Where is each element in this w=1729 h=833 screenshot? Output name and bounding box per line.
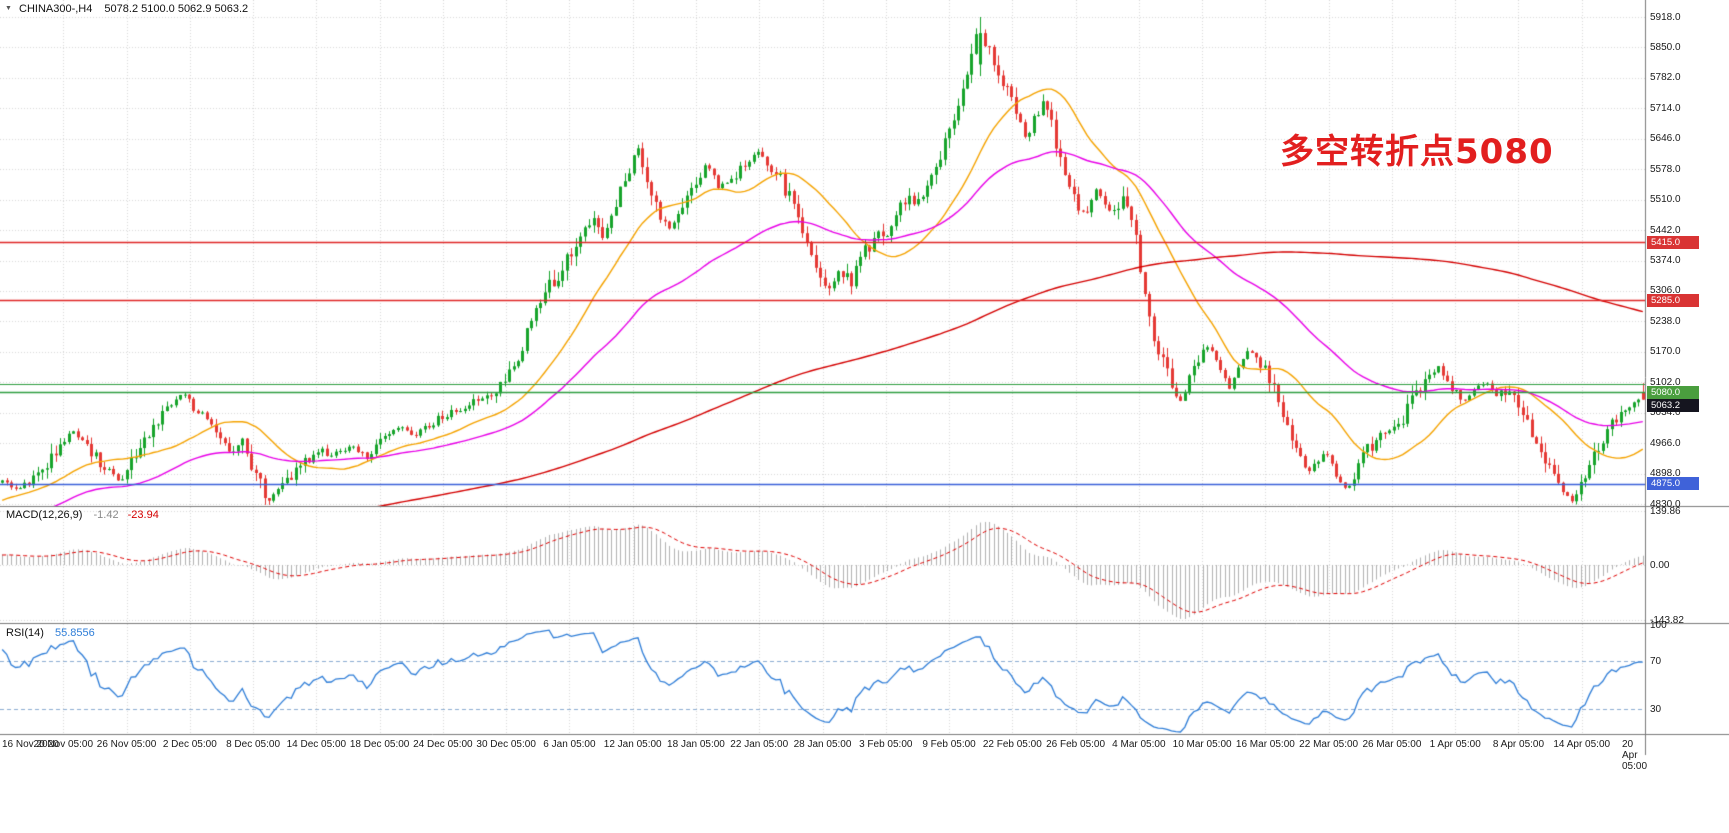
- price-tick-label: 5918.0: [1650, 11, 1681, 23]
- price-badge: 5415.0: [1647, 235, 1699, 249]
- price-tick-label: 5374.0: [1650, 255, 1681, 266]
- macd-axis-label: 139.86: [1650, 505, 1681, 517]
- time-tick-label: 22 Feb 05:00: [982, 739, 1042, 750]
- time-tick-label: 30 Dec 05:00: [476, 739, 536, 750]
- time-tick-label: 26 Feb 05:00: [1046, 739, 1106, 750]
- time-tick-label: 16 Mar 05:00: [1235, 739, 1295, 750]
- time-tick-label: 12 Jan 05:00: [603, 739, 662, 750]
- price-badge: 4875.0: [1647, 477, 1699, 491]
- symbol-info: ▼ CHINA300-,H4 5078.2 5100.0 5062.9 5063…: [5, 3, 248, 15]
- rsi-axis-label: 30: [1650, 703, 1662, 715]
- time-tick-label: 3 Feb 05:00: [859, 739, 913, 750]
- price-tick-label: 5238.0: [1650, 315, 1681, 327]
- price-tick-label: 5034.0: [1650, 407, 1681, 419]
- time-tick-label: 8 Apr 05:00: [1492, 739, 1545, 750]
- time-tick-label: 20 Apr 05:00: [1621, 739, 1648, 772]
- symbol-name: CHINA300-,H4: [19, 3, 93, 15]
- price-tick-label: 5578.0: [1650, 163, 1681, 175]
- macd-axis-label: -143.82: [1650, 614, 1684, 626]
- time-tick-label: 1 Apr 05:00: [1429, 739, 1481, 750]
- macd-main-value: -1.42: [93, 509, 119, 521]
- time-tick-label: 20 Nov 05:00: [33, 739, 94, 750]
- time-tick-label: 16 Nov 2020: [2, 739, 59, 750]
- chart-shift-marker: ▼: [5, 5, 12, 12]
- macd-indicator-label: MACD(12,26,9) -1.42 -23.94: [6, 509, 159, 521]
- price-tick-label: 4898.0: [1650, 468, 1681, 480]
- time-tick-label: 14 Dec 05:00: [286, 739, 347, 750]
- time-tick-label: 14 Apr 05:00: [1553, 739, 1611, 750]
- rsi-indicator-label: RSI(14) 55.8556: [6, 627, 95, 639]
- rsi-value: 55.8556: [54, 627, 95, 639]
- time-tick-label: 8 Dec 05:00: [226, 739, 281, 750]
- rsi-axis-label: 70: [1650, 655, 1662, 667]
- macd-axis-label: 0.00: [1650, 559, 1670, 571]
- time-tick-label: 22 Jan 05:00: [730, 739, 789, 750]
- time-tick-label: 18 Jan 05:00: [667, 739, 725, 750]
- time-tick-label: 24 Dec 05:00: [413, 739, 473, 750]
- time-tick-label: 9 Feb 05:00: [922, 739, 976, 750]
- price-tick-label: 5850.0: [1650, 41, 1681, 53]
- price-badge: 5080.0: [1647, 385, 1699, 399]
- price-tick-label: 5170.0: [1650, 346, 1681, 358]
- price-tick-label: 5782.0: [1650, 72, 1681, 84]
- price-tick-label: 4830.0: [1650, 498, 1681, 510]
- time-tick-label: 26 Mar 05:00: [1362, 739, 1422, 750]
- time-tick-label: 22 Mar 05:00: [1299, 739, 1359, 750]
- time-tick-label: 6 Jan 05:00: [543, 739, 596, 750]
- price-badge: 5285.0: [1647, 293, 1699, 307]
- macd-signal-value: -23.94: [127, 509, 159, 521]
- time-tick-label: 10 Mar 05:00: [1172, 739, 1232, 750]
- symbol-ohlc-values: 5078.2 5100.0 5062.9 5063.2: [104, 3, 249, 15]
- chart-annotation-text[interactable]: 多空转折点5080: [1280, 132, 1554, 172]
- price-tick-label: 5442.0: [1650, 224, 1681, 236]
- price-tick-label: 5510.0: [1650, 194, 1681, 206]
- price-tick-label: 5306.0: [1650, 285, 1681, 297]
- time-tick-label: 26 Nov 05:00: [96, 739, 157, 750]
- price-tick-label: 4966.0: [1650, 437, 1681, 449]
- price-tick-label: 5714.0: [1650, 102, 1681, 114]
- time-tick-label: 18 Dec 05:00: [349, 739, 410, 750]
- rsi-name: RSI(14): [6, 627, 44, 639]
- time-tick-label: 2 Dec 05:00: [162, 739, 217, 750]
- price-axis[interactable]: 5918.0 5850.0 5782.0 5714.0 5646.0 5578.0 5510…: [1645, 0, 1729, 833]
- macd-name: MACD(12,26,9): [6, 509, 83, 521]
- time-tick-label: 4 Mar 05:00: [1112, 739, 1166, 750]
- time-axis[interactable]: 16 Nov 2020 20 Nov 05:00 26 Nov 05:00 2 Dec…: [0, 737, 1647, 772]
- time-tick-label: 28 Jan 05:00: [793, 739, 852, 750]
- price-tick-label: 5102.0: [1650, 376, 1681, 388]
- price-tick-label: 5646.0: [1650, 133, 1681, 145]
- rsi-axis-label: 100: [1650, 619, 1667, 631]
- price-badge: 5063.2: [1647, 399, 1699, 413]
